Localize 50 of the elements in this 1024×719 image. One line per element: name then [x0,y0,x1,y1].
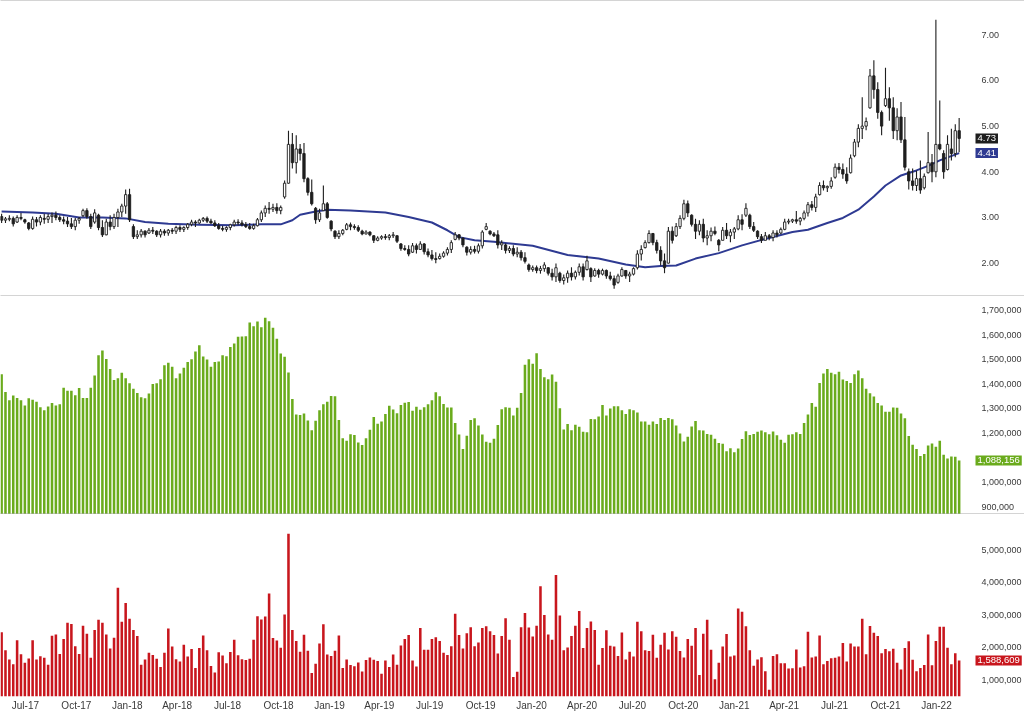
candlestick [143,230,147,238]
y-tick-label: 1,000,000 [981,477,1022,488]
annotation: 1,588,609 [977,654,1020,666]
y-tick-label: 7.00 [981,29,1000,40]
x-tick-label: Jan-22 [921,699,953,711]
y-tick-label: 5.00 [981,121,1000,132]
x-tick-label: Jan-18 [112,699,144,711]
candlestick [50,212,54,223]
y-tick-label: 5,000,000 [981,544,1022,555]
y-tick-label: 1,600,000 [981,329,1022,340]
x-tick-label: Oct-21 [870,699,901,711]
y-tick-label: 3.00 [981,212,1000,223]
x-tick-label: Jul-17 [11,699,40,711]
x-tick-label: Jul-19 [416,699,444,711]
y-tick-label: 2,000,000 [981,642,1022,653]
x-tick-label: Oct-19 [465,699,497,711]
y-tick-label: 6.00 [981,75,1000,86]
y-tick-label: 2.00 [981,258,1000,269]
candlestick [240,220,244,227]
y-tick-label: 3,000,000 [981,609,1022,620]
x-tick-label: Oct-17 [61,699,92,711]
y-tick-label: 4.00 [981,166,1000,177]
y-tick-label: 4,000,000 [981,577,1022,588]
y-tick-label: 1,200,000 [981,427,1022,438]
x-tick-label: Apr-21 [769,699,800,711]
x-tick-label: Jul-18 [213,699,242,711]
x-tick-label: Apr-20 [567,699,598,711]
x-tick-label: Jul-21 [820,699,849,711]
x-tick-label: Apr-18 [162,699,193,711]
y-tick-label: 1,000,000 [981,674,1022,685]
annotation: 4.73 [977,132,996,144]
candlestick [19,212,23,221]
candlestick [523,252,527,264]
x-tick-label: Jan-20 [516,699,548,711]
y-tick-label: 1,700,000 [981,305,1022,316]
x-tick-label: Jan-19 [314,699,346,711]
candlestick [709,227,713,242]
y-tick-label: 1,500,000 [981,354,1022,365]
annotation: 1,088,156 [977,454,1020,466]
y-tick-label: 1,300,000 [981,403,1022,414]
candlestick [271,203,275,212]
x-tick-label: Apr-19 [364,699,395,711]
annotation: 4.41 [977,147,996,159]
x-tick-label: Jul-20 [618,699,647,711]
line-series [0,152,961,269]
x-tick-label: Oct-20 [668,699,699,711]
y-tick-label: 900,000 [981,501,1015,512]
x-tick-label: Oct-18 [263,699,294,711]
x-tick-label: Jan-21 [719,699,751,711]
y-tick-label: 1,400,000 [981,378,1022,389]
